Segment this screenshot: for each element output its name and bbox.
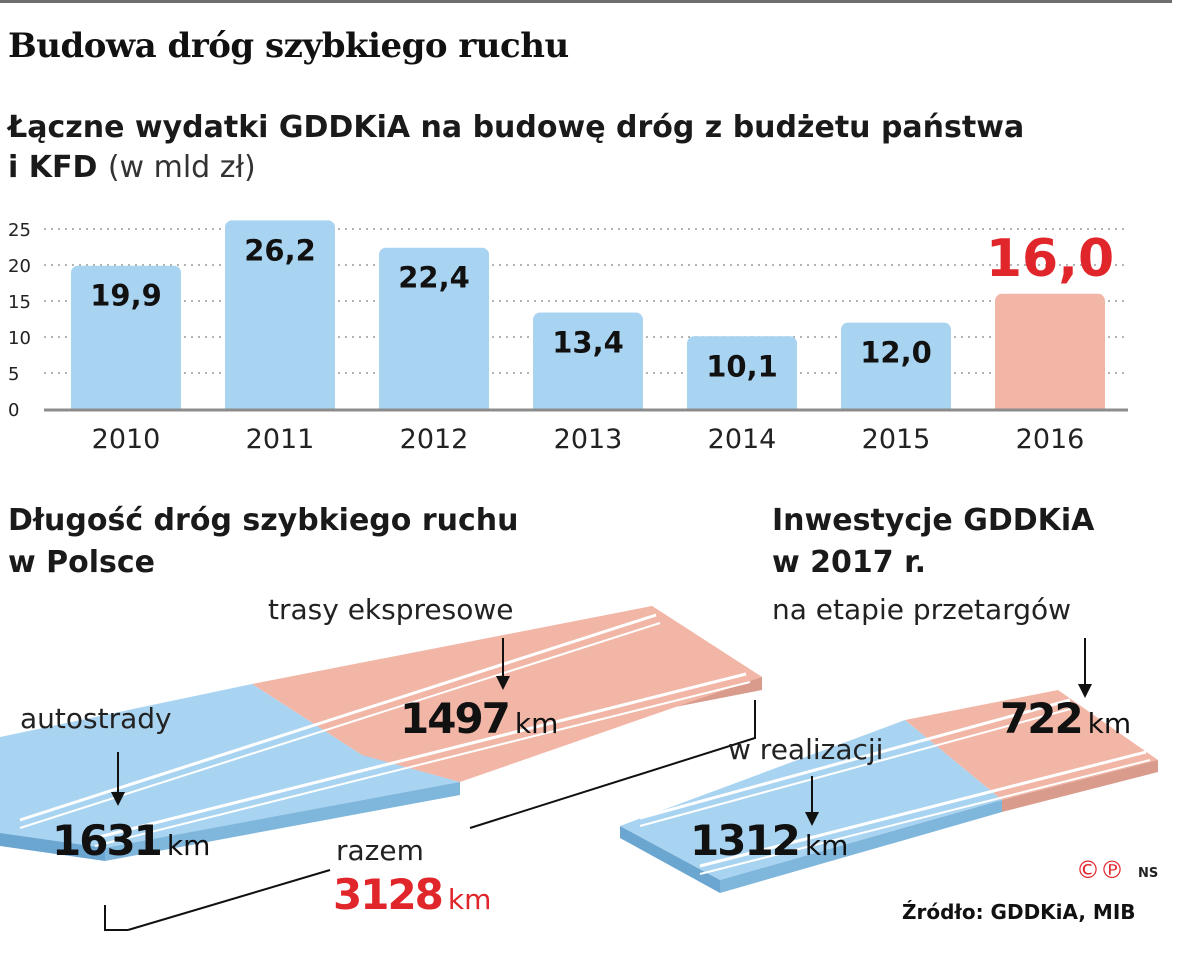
bar-base-2013 [533,401,643,409]
tender-road-side [1002,760,1158,812]
bar-2011 [225,220,335,409]
motorway-value: 1631 km [52,816,210,865]
motorway-label: autostrady [20,702,172,735]
progress-road-front [620,826,720,893]
bar-chart: 0 5 10 15 20 25 19,9 2010 26,2 2011 22,4 2012 13,4 20… [8,220,1128,455]
tender-unit: km [1087,707,1132,740]
data-label: 10,1 [706,349,778,383]
bar-base-2012 [379,401,489,409]
author-initials: NS [1138,866,1159,881]
road-lane-line [699,750,1147,868]
progress-number: 1312 [690,816,801,865]
express-label: trasy ekspresowe [268,593,514,626]
road-lane-line [94,681,751,847]
invest-title-line-1: Inwestycje GDDKiA [772,503,1095,538]
express-unit: km [514,707,559,740]
bar-base-2016 [995,401,1105,409]
tender-value: 722 km [1000,694,1131,743]
invest-section-title: Inwestycje GDDKiA w 2017 r. [772,500,1094,584]
top-rule [0,0,1172,3]
total-unit: km [447,883,492,916]
x-tick-label: 2013 [554,424,623,455]
progress-arrow-head [805,812,819,826]
road-lane-line [639,698,1071,820]
total-bracket [127,869,331,931]
bar-2010 [71,265,181,409]
express-road-top-2 [362,606,762,782]
bar-base-2010 [71,401,181,409]
bar-base-2011 [225,401,335,409]
motorway-road-top [0,684,460,848]
bar-base-2015 [841,401,951,409]
total-bracket [469,700,756,829]
total-value: 3128 km [333,870,491,919]
motorway-road-side-front [0,833,105,861]
data-label: 19,9 [90,279,162,313]
tender-arrow-head [1078,684,1092,698]
subtitle-line-1: Łączne wydatki GDDKiA na budowę dróg z b… [8,110,1025,145]
progress-value: 1312 km [690,816,848,865]
data-label: 16,0 [986,229,1114,289]
tender-number: 722 [1000,694,1084,743]
y-tick-label: 0 [8,400,19,421]
x-tick-label: 2016 [1016,424,1085,455]
express-arrow-head [496,676,510,690]
bar-2012 [379,247,489,409]
y-tick-label: 25 [8,220,31,241]
motorway-road-top-right [105,755,460,848]
data-label: 26,2 [244,233,316,267]
progress-unit: km [804,829,849,862]
road-lane-line [639,707,1075,827]
tender-road-top [905,690,1158,800]
length-title-line-1: Długość dróg szybkiego ruchu [8,503,519,538]
bar-base-2014 [687,401,797,409]
length-title-line-2: w Polsce [8,545,156,580]
x-tick-label: 2011 [246,424,315,455]
motorway-number: 1631 [52,816,163,865]
x-tick-label: 2014 [708,424,777,455]
page-title: Budowa dróg szybkiego ruchu [8,26,569,66]
bar-2014 [687,336,797,409]
y-tick-label: 10 [8,328,31,349]
road-lane-line [94,672,747,840]
y-tick-label: 15 [8,292,31,313]
copyright-icon: ©℗ [1076,856,1124,884]
x-tick-label: 2015 [862,424,931,455]
x-tick-label: 2010 [92,424,161,455]
motorway-arrow-head [111,792,125,806]
data-label: 22,4 [398,261,470,295]
express-number: 1497 [400,694,511,743]
chart-subtitle: Łączne wydatki GDDKiA na budowę dróg z b… [8,108,1158,188]
road-lane-line [19,622,661,829]
progress-road-side [720,800,1002,893]
total-number: 3128 [333,870,444,919]
y-tick-label: 20 [8,256,31,277]
road-lane-line [19,613,657,822]
data-label: 12,0 [860,336,932,370]
length-section-title: Długość dróg szybkiego ruchu w Polsce [8,500,518,584]
source-credit: Źródło: GDDKiA, MIB [902,900,1136,924]
motorway-road-side-right [105,782,460,861]
bar-2015 [841,322,951,409]
total-label: razem [336,834,424,867]
bar-2013 [533,312,643,409]
tender-label: na etapie przetargów [772,593,1072,626]
road-lane-line [699,759,1151,875]
progress-label: w realizacji [728,733,884,766]
bar-2016 [995,293,1105,409]
subtitle-line-2: i KFD [8,150,98,185]
motorway-unit: km [166,829,211,862]
invest-title-line-2: w 2017 r. [772,545,927,580]
x-tick-label: 2012 [400,424,469,455]
data-label: 13,4 [552,326,624,360]
express-value: 1497 km [400,694,558,743]
subtitle-unit: (w mld zł) [107,150,256,185]
total-bracket [104,905,128,931]
y-tick-label: 5 [8,364,19,385]
